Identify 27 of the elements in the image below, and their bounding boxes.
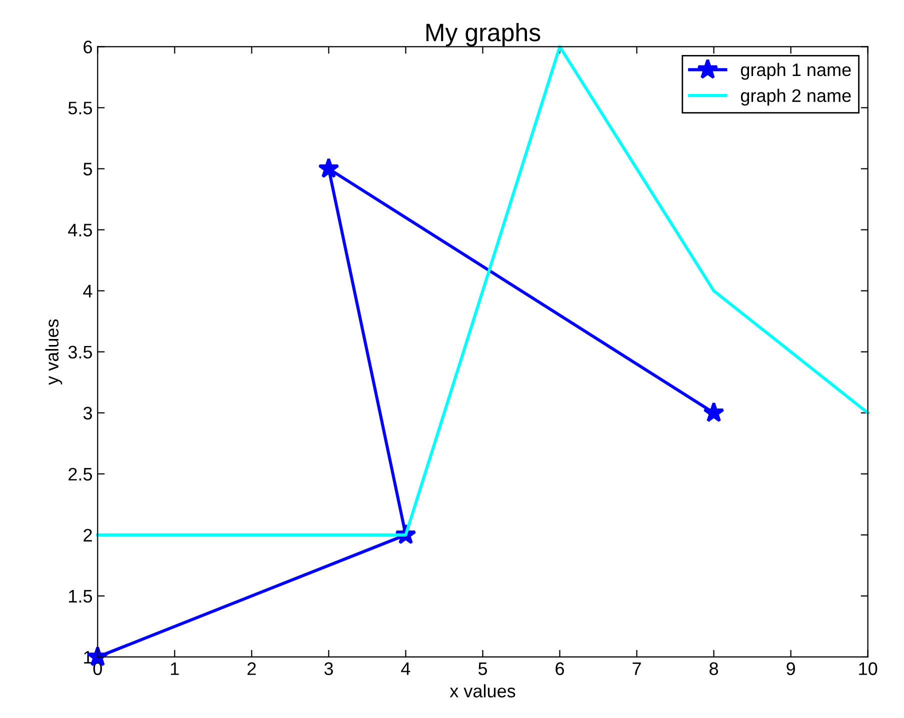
x-tick-label: 10 xyxy=(859,662,878,676)
y-tick-label: 2.5 xyxy=(68,468,92,481)
x-axis-title: x values xyxy=(450,684,516,698)
y-tick-label: 3 xyxy=(83,406,92,420)
point xyxy=(318,158,340,178)
point xyxy=(703,402,724,422)
y-tick-label: 4 xyxy=(83,284,92,298)
x-tick-label: 6 xyxy=(556,662,564,676)
x-tick-label: 4 xyxy=(401,662,410,675)
x-tick-label: 1 xyxy=(171,662,179,675)
legend-label: graph 2 name xyxy=(740,88,851,106)
y-tick-label: 5.5 xyxy=(68,102,92,114)
x-tick-label: 3 xyxy=(324,662,333,676)
x-tick-label: 8 xyxy=(710,662,718,676)
legend-label: graph 1 name xyxy=(740,62,851,80)
x-tick-label: 7 xyxy=(632,662,641,675)
y-tick-label: 2 xyxy=(84,528,92,542)
y-tick-label: 4.5 xyxy=(68,224,92,236)
chart-title: My graphs xyxy=(426,22,540,46)
y-tick-label: 3.5 xyxy=(68,346,92,359)
y-tick-label: 6 xyxy=(84,40,92,54)
y-axis-title: y values xyxy=(45,319,62,385)
y-tick-label: 5 xyxy=(83,162,92,176)
x-tick-label: 2 xyxy=(248,662,256,675)
x-tick-label: 5 xyxy=(478,662,487,676)
y-tick-label: 1.5 xyxy=(69,590,92,603)
x-tick-label: 9 xyxy=(786,662,795,676)
